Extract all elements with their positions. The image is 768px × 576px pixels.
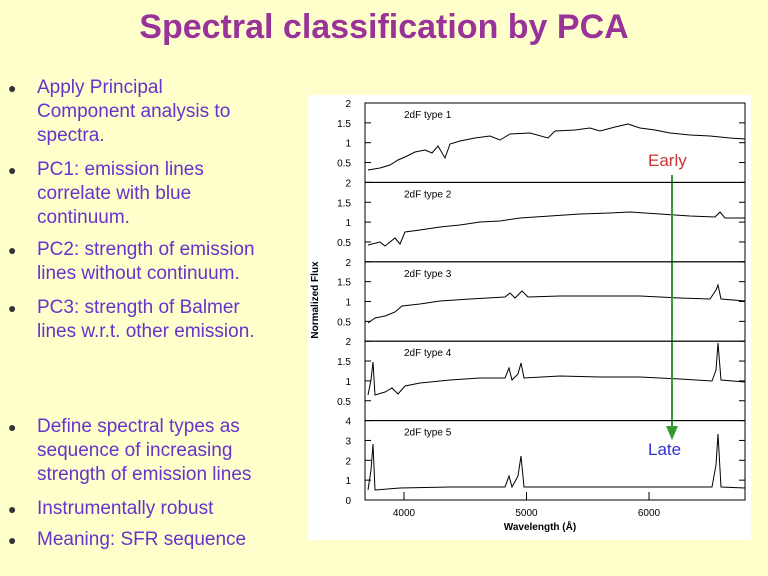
y-tick-label: 0.5 (337, 159, 351, 170)
y-tick-label: 2 (345, 337, 351, 348)
late-label: Late (648, 440, 681, 459)
y-tick-label: 4 (345, 417, 351, 428)
y-tick-label: 1 (345, 218, 351, 229)
x-axis-label: Wavelength (Å) (504, 520, 576, 533)
y-tick-label: 0 (345, 496, 351, 507)
bullet-text: PC2: strength of emission (37, 239, 255, 260)
y-tick-label: 2 (345, 178, 351, 189)
y-tick-label: 1 (345, 298, 351, 309)
y-tick-label: 0.5 (337, 317, 351, 328)
y-tick-label: 1.5 (337, 278, 351, 289)
bullet-text: PC3: strength of Balmer (37, 297, 240, 318)
y-tick-label: 1.5 (337, 198, 351, 209)
y-tick-label: 2 (345, 456, 351, 467)
bullet-text: spectra. (37, 125, 105, 146)
spectrum (367, 283, 746, 324)
bullet-text: Apply Principal (37, 77, 163, 98)
y-tick-label: 0.5 (337, 397, 351, 408)
bullet-text: Instrumentally robust (37, 498, 214, 519)
spectra (367, 123, 746, 491)
bullet-text: strength of emission lines (37, 464, 252, 485)
bullet-text: continuum. (37, 207, 130, 228)
bullet-dot: ● (8, 242, 17, 258)
y-tick-label: 1.5 (337, 119, 351, 130)
bullet-text: Component analysis to (37, 101, 231, 122)
spectrum (367, 342, 746, 396)
figure-bg (308, 95, 751, 540)
bullet-text: correlate with blue (37, 183, 192, 204)
bullet-dot: ● (8, 300, 17, 316)
early-label: Early (648, 151, 687, 170)
x-tick-label: 5000 (515, 508, 538, 519)
y-tick-label: 2 (345, 258, 351, 269)
bullet-dot: ● (8, 419, 17, 435)
spectrum (367, 211, 745, 247)
y-tick-label: 1 (345, 139, 351, 150)
spectrum (367, 433, 746, 491)
bullet-text: PC1: emission lines (37, 159, 204, 180)
bullet-text: lines without continuum. (37, 263, 240, 284)
bullet-dot: ● (8, 162, 17, 178)
y-tick-label: 0.5 (337, 238, 351, 249)
bullet-text: Define spectral types as (37, 416, 240, 437)
y-tick-label: 2 (345, 99, 351, 110)
bullet-dot: ● (8, 532, 17, 548)
panel-label: 2dF type 3 (404, 269, 452, 280)
bullet-dot: ● (8, 80, 17, 96)
panel-label: 2dF type 5 (404, 428, 452, 439)
panel-label: 2dF type 2 (404, 189, 452, 200)
x-tick-label: 4000 (393, 508, 416, 519)
y-tick-label: 1 (345, 377, 351, 388)
y-tick-label: 3 (345, 436, 351, 447)
y-tick-label: 1.5 (337, 357, 351, 368)
bullet-text: lines w.r.t. other emission. (37, 321, 255, 342)
slide-title: Spectral classification by PCA (139, 8, 629, 46)
panel-label: 2dF type 1 (404, 110, 452, 121)
bullet-text: sequence of increasing (37, 440, 233, 461)
y-tick-label: 1 (345, 476, 351, 487)
y-axis-label: Normalized Flux (310, 261, 321, 339)
panel-label: 2dF type 4 (404, 348, 452, 359)
bullet-dot: ● (8, 501, 17, 517)
bullet-text: Meaning: SFR sequence (37, 529, 247, 550)
spectrum (367, 123, 746, 171)
x-tick-label: 6000 (638, 508, 661, 519)
arrow-head (666, 426, 678, 440)
